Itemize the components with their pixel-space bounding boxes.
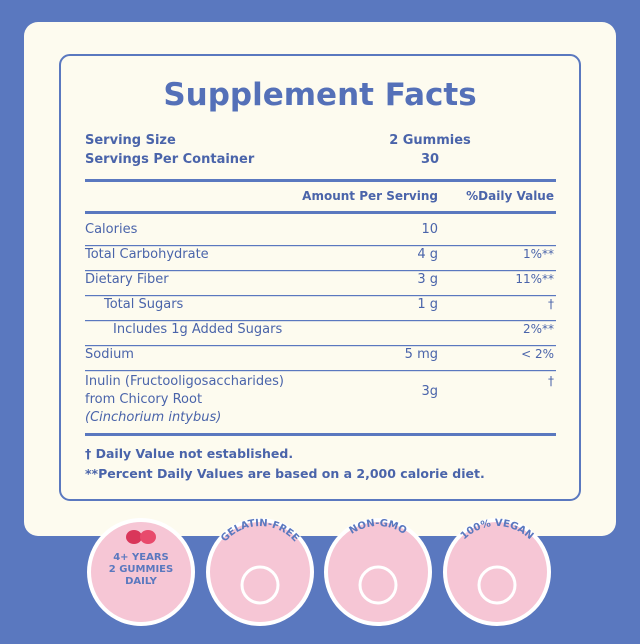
- daily-value: †: [548, 374, 554, 388]
- daily-value: 1%**: [523, 247, 554, 261]
- daily-value: 2%**: [523, 322, 554, 336]
- header-daily: %Daily Value: [466, 189, 554, 203]
- badge-text: 4+ YEARS: [113, 552, 169, 563]
- badge: 100% VEGAN: [443, 518, 551, 626]
- badge-circle: [443, 518, 551, 626]
- amount: 10: [421, 222, 438, 237]
- footnote: † Daily Value not established.: [85, 446, 293, 461]
- header-amount: Amount Per Serving: [302, 189, 438, 203]
- divider: [85, 179, 556, 182]
- nutrient-name: Total Carbohydrate: [84, 247, 209, 262]
- serving-label: Servings Per Container: [85, 152, 255, 167]
- serving-label: Serving Size: [85, 133, 176, 148]
- divider: [85, 211, 556, 214]
- nutrient-name: Sodium: [85, 347, 134, 362]
- divider: [85, 245, 556, 247]
- divider: [85, 320, 556, 322]
- badge-icon: [477, 565, 517, 605]
- daily-value: < 2%: [521, 347, 554, 361]
- footnote: **Percent Daily Values are based on a 2,…: [85, 466, 485, 481]
- badge-circle: [87, 518, 195, 626]
- serving-value: 2 Gummies: [389, 133, 471, 148]
- gummy-icon: [140, 530, 156, 544]
- badge-circle: [206, 518, 314, 626]
- amount: 1 g: [417, 297, 438, 312]
- badge-circle: [324, 518, 432, 626]
- nutrient-name: Inulin (Fructooligosaccharides): [85, 374, 284, 389]
- divider: [85, 270, 556, 272]
- daily-value: 11%**: [515, 272, 554, 286]
- divider: [85, 345, 556, 347]
- nutrient-name: Dietary Fiber: [85, 272, 169, 287]
- amount: 4 g: [417, 247, 438, 262]
- label-border: [59, 54, 581, 501]
- amount: 5 mg: [405, 347, 438, 362]
- divider: [85, 433, 556, 436]
- gummy-icon: [126, 530, 142, 544]
- daily-value: †: [548, 297, 554, 311]
- nutrient-name: from Chicory Root: [85, 392, 202, 407]
- nutrient-name: Calories: [85, 222, 138, 237]
- amount: 3 g: [417, 272, 438, 287]
- badge-icon: [358, 565, 398, 605]
- divider: [85, 370, 556, 372]
- nutrient-name: Total Sugars: [103, 297, 184, 312]
- nutrient-name: Includes 1g Added Sugars: [113, 322, 282, 337]
- badge: NON-GMO: [324, 518, 432, 626]
- badge-text: 2 GUMMIES: [109, 564, 173, 575]
- badge: GELATIN-FREE: [206, 518, 314, 626]
- badge-text: DAILY: [125, 576, 158, 587]
- serving-value: 30: [421, 152, 439, 167]
- divider: [85, 295, 556, 297]
- badge-icon: [240, 565, 280, 605]
- nutrient-name: (Cinchorium intybus): [85, 410, 221, 425]
- amount: 3g: [421, 384, 438, 399]
- panel: [24, 22, 616, 536]
- title: Supplement Facts: [163, 77, 476, 113]
